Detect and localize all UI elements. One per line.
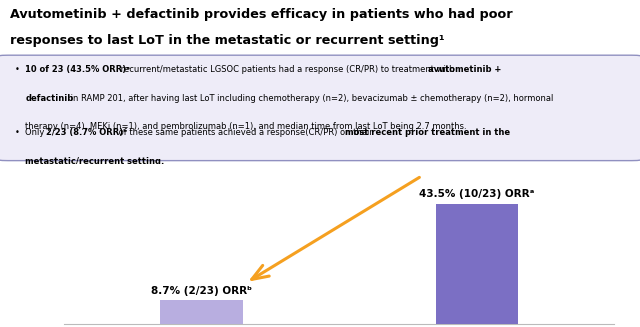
Text: 43.5% (10/23) ORRᵃ: 43.5% (10/23) ORRᵃ [419, 189, 534, 199]
Bar [160, 300, 243, 324]
Text: metastatic/recurrent setting.: metastatic/recurrent setting. [25, 157, 164, 165]
Bar [435, 203, 518, 324]
Text: most recent prior treatment in the: most recent prior treatment in the [345, 128, 510, 137]
Text: Avutometinib + defactinib provides efficacy in patients who had poor: Avutometinib + defactinib provides effic… [10, 8, 512, 21]
Text: defactinib: defactinib [25, 94, 74, 103]
FancyBboxPatch shape [0, 55, 640, 161]
Text: of these same patients achieved a response(CR/PR) on their: of these same patients achieved a respon… [116, 128, 376, 137]
Text: •: • [15, 128, 20, 137]
Text: Only: Only [25, 128, 47, 137]
Text: therapy (n=4), MEKi (n=1), and pembrolizumab (n=1), and median time from last Lo: therapy (n=4), MEKi (n=1), and pembroliz… [25, 122, 467, 131]
Text: avutometinib +: avutometinib + [428, 65, 501, 74]
Text: 10 of 23 (43.5% ORR)ᵃ: 10 of 23 (43.5% ORR)ᵃ [25, 65, 130, 74]
Text: recurrent/metastatic LGSOC patients had a response (CR/PR) to treatment with: recurrent/metastatic LGSOC patients had … [118, 65, 456, 74]
Text: 8.7% (2/23) ORRᵇ: 8.7% (2/23) ORRᵇ [151, 285, 252, 296]
Text: 2/23 (8.7% ORR)ᵇ: 2/23 (8.7% ORR)ᵇ [46, 128, 127, 137]
Text: responses to last LoT in the metastatic or recurrent setting¹: responses to last LoT in the metastatic … [10, 34, 444, 47]
Text: •: • [15, 65, 20, 74]
Text: in RAMP 201, after having last LoT including chemotherapy (n=2), bevacizumab ± c: in RAMP 201, after having last LoT inclu… [68, 94, 553, 103]
